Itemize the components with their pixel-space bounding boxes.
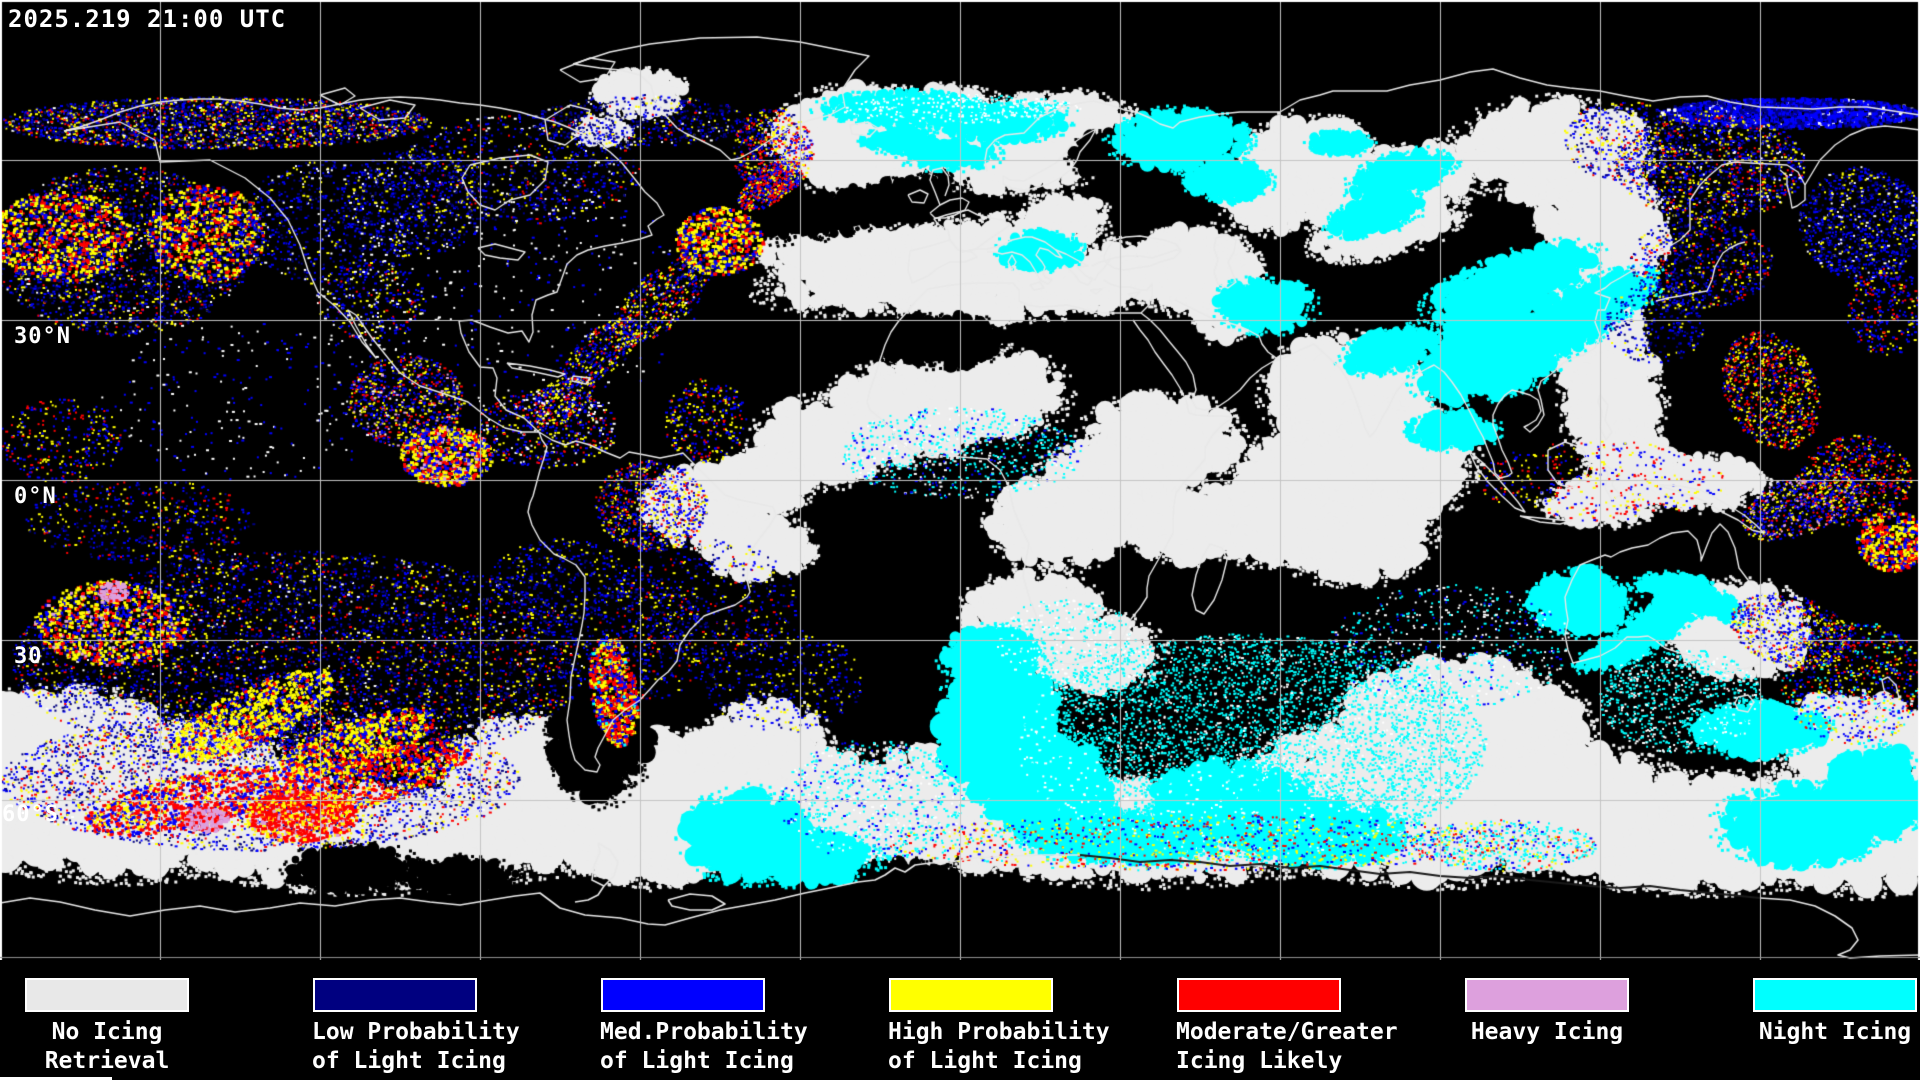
legend-item-high-probability: High Probability of Light Icing <box>888 960 1110 1076</box>
legend-label: of Light Icing <box>312 1048 506 1074</box>
legend-swatch-low-probability <box>313 978 477 1012</box>
bottom-border-segment <box>0 1077 112 1080</box>
legend-swatch-no-icing <box>25 978 189 1012</box>
lat-label-30n: 30°N <box>14 324 71 349</box>
legend-label: of Light Icing <box>600 1048 794 1074</box>
lat-label-30s: 30 <box>14 644 43 669</box>
legend-item-moderate-greater: Moderate/Greater Icing Likely <box>1176 960 1398 1076</box>
legend-item-night-icing: Night Icing <box>1752 960 1918 1047</box>
legend-label: Low Probability <box>312 1019 520 1045</box>
legend-label: No Icing <box>51 1019 163 1045</box>
timestamp: 2025.219 21:00 UTC <box>8 5 287 33</box>
legend-label: Moderate/Greater <box>1176 1019 1398 1045</box>
legend-swatch-night-icing <box>1753 978 1917 1012</box>
legend-label: Med.Probability <box>600 1019 808 1045</box>
legend-label: Icing Likely <box>1176 1048 1343 1074</box>
legend-label: Night Icing <box>1758 1019 1912 1045</box>
legend-swatch-moderate-greater <box>1177 978 1341 1012</box>
legend-label: Retrieval <box>44 1048 170 1074</box>
legend-label: of Light Icing <box>888 1048 1082 1074</box>
legend-swatch-med-probability <box>601 978 765 1012</box>
legend-item-heavy-icing: Heavy Icing <box>1464 960 1630 1047</box>
legend-swatch-high-probability <box>889 978 1053 1012</box>
legend-swatch-heavy-icing <box>1465 978 1629 1012</box>
legend-label: High Probability <box>888 1019 1110 1045</box>
lat-label-0n: 0°N <box>14 484 57 509</box>
lat-label-60s: 60°S <box>2 802 59 827</box>
legend-item-med-probability: Med.Probability of Light Icing <box>600 960 808 1076</box>
legend-label: Heavy Icing <box>1470 1019 1624 1045</box>
legend-item-no-icing: No Icing Retrieval <box>24 960 190 1076</box>
legend-item-low-probability: Low Probability of Light Icing <box>312 960 520 1076</box>
legend: No Icing Retrieval Low Probability of Li… <box>0 960 1920 1080</box>
world-icing-map <box>0 0 1920 960</box>
